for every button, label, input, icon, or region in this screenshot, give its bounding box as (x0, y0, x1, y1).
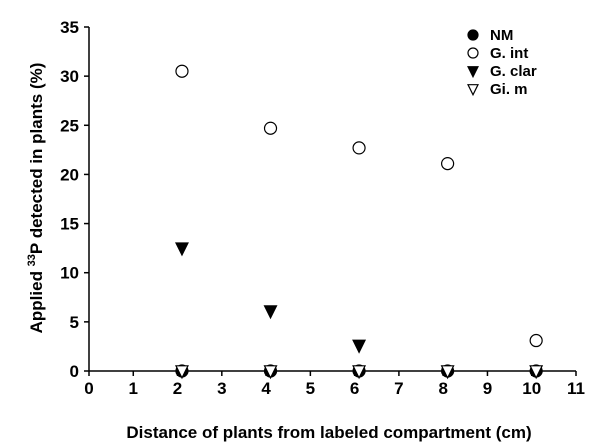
legend-label-g-int: G. int (490, 45, 528, 62)
data-point-gi-m (440, 365, 455, 380)
y-axis-label-post: P detected in plants (%) (27, 63, 46, 254)
legend-marker-nm (467, 29, 479, 41)
y-axis-label-pre: Applied (27, 266, 46, 333)
x-tick-label: 8 (438, 379, 447, 398)
y-axis-label: Applied 33P detected in plants (%) (26, 63, 46, 334)
data-point-g-clar (263, 305, 278, 320)
y-tick-label: 20 (60, 165, 79, 184)
x-tick-label: 7 (394, 379, 403, 398)
y-tick-label: 10 (60, 264, 79, 283)
x-tick-label: 11 (567, 379, 585, 398)
data-point-gi-m (175, 365, 189, 380)
legend-marker-g-clar (467, 66, 479, 79)
y-tick-label: 0 (70, 362, 79, 381)
x-tick-label: 5 (306, 379, 315, 398)
y-tick-label: 25 (60, 116, 79, 135)
x-tick-label: 2 (173, 379, 182, 398)
legend-label-gi-m: Gi. m (490, 81, 528, 98)
y-tick-label: 5 (70, 313, 79, 332)
x-tick-label: 1 (129, 379, 138, 398)
x-axis-label: Distance of plants from labeled compartm… (126, 423, 531, 442)
data-point-gi-m (352, 365, 367, 380)
y-tick-label: 35 (60, 18, 79, 37)
legend-marker-g-int (467, 47, 479, 59)
data-point-g-clar (175, 242, 189, 257)
data-point-g-int (352, 141, 366, 155)
x-tick-label: 9 (483, 379, 492, 398)
y-tick-label: 30 (60, 67, 79, 86)
data-point-gi-m (529, 365, 544, 380)
tick-labels: 0 5 10 15 20 25 30 35 0 1 2 3 4 5 6 7 8 9 10 11 (60, 18, 585, 398)
x-tick-label: 6 (350, 379, 359, 398)
y-tick-label: 15 (60, 215, 79, 234)
x-tick-label: 0 (84, 379, 93, 398)
legend-label-g-clar: G. clar (490, 63, 537, 80)
data-point-g-int (263, 121, 278, 135)
y-axis-label-sup: 33 (26, 254, 38, 266)
x-tick-label: 3 (217, 379, 226, 398)
data-point-g-int (175, 64, 189, 78)
x-tick-label: 10 (522, 379, 541, 398)
data-point-gi-m (263, 365, 278, 380)
data-point-g-clar (352, 339, 367, 354)
legend-label-nm: NM (490, 27, 513, 44)
data-points (175, 64, 544, 380)
data-point-g-int (441, 157, 455, 171)
data-point-g-int (529, 333, 543, 348)
x-tick-label: 4 (261, 379, 271, 398)
legend-marker-gi-m (467, 84, 479, 97)
